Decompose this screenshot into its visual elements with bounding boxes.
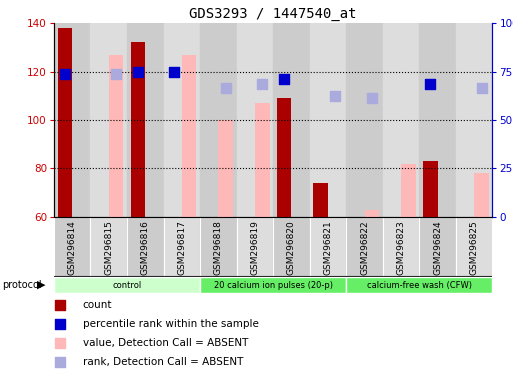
- Bar: [109, 55, 123, 217]
- Point: [258, 81, 266, 87]
- Bar: [219, 120, 233, 217]
- Text: protocol: protocol: [3, 280, 42, 290]
- Bar: [346, 23, 383, 217]
- Bar: [419, 23, 456, 217]
- Bar: [57, 28, 72, 217]
- Text: GSM296819: GSM296819: [250, 220, 260, 275]
- Bar: [401, 164, 416, 217]
- Text: calcium-free wash (CFW): calcium-free wash (CFW): [367, 281, 472, 290]
- Point: [331, 93, 340, 99]
- Bar: [164, 217, 200, 276]
- Point: [61, 71, 69, 77]
- Text: GSM296822: GSM296822: [360, 220, 369, 275]
- Text: GSM296815: GSM296815: [104, 220, 113, 275]
- Bar: [90, 217, 127, 276]
- Bar: [236, 23, 273, 217]
- Text: GSM296816: GSM296816: [141, 220, 150, 275]
- Text: GSM296818: GSM296818: [214, 220, 223, 275]
- Text: control: control: [112, 281, 142, 290]
- Bar: [310, 217, 346, 276]
- Text: GSM296820: GSM296820: [287, 220, 296, 275]
- Point: [280, 76, 288, 82]
- Text: value, Detection Call = ABSENT: value, Detection Call = ABSENT: [83, 338, 248, 348]
- Text: GSM296814: GSM296814: [68, 220, 76, 275]
- Text: GSM296817: GSM296817: [177, 220, 186, 275]
- Bar: [383, 217, 419, 276]
- Bar: [200, 277, 346, 293]
- Text: GSM296821: GSM296821: [324, 220, 332, 275]
- Bar: [127, 217, 164, 276]
- Text: GSM296825: GSM296825: [470, 220, 479, 275]
- Bar: [310, 23, 346, 217]
- Title: GDS3293 / 1447540_at: GDS3293 / 1447540_at: [189, 7, 357, 21]
- Bar: [365, 210, 379, 217]
- Bar: [277, 98, 291, 217]
- Point: [112, 71, 120, 77]
- Point: [368, 95, 376, 101]
- Point: [426, 81, 435, 87]
- Bar: [54, 23, 90, 217]
- Bar: [255, 103, 269, 217]
- Bar: [313, 183, 328, 217]
- Bar: [273, 23, 310, 217]
- Bar: [164, 23, 200, 217]
- Bar: [474, 173, 489, 217]
- Bar: [200, 23, 236, 217]
- Point: [478, 85, 486, 91]
- Text: percentile rank within the sample: percentile rank within the sample: [83, 318, 259, 329]
- Point: [436, 134, 444, 140]
- Bar: [273, 217, 310, 276]
- Bar: [90, 23, 127, 217]
- Bar: [456, 217, 492, 276]
- Bar: [346, 217, 383, 276]
- Text: 20 calcium ion pulses (20-p): 20 calcium ion pulses (20-p): [214, 281, 332, 290]
- Bar: [54, 217, 90, 276]
- Bar: [236, 217, 273, 276]
- Bar: [423, 161, 438, 217]
- Text: GSM296824: GSM296824: [433, 220, 442, 275]
- Text: rank, Detection Call = ABSENT: rank, Detection Call = ABSENT: [83, 356, 243, 367]
- Bar: [182, 55, 196, 217]
- Point: [170, 68, 179, 74]
- Text: count: count: [83, 300, 112, 310]
- Bar: [200, 217, 236, 276]
- Bar: [346, 277, 492, 293]
- Bar: [131, 43, 145, 217]
- Text: ▶: ▶: [37, 280, 46, 290]
- Bar: [383, 23, 419, 217]
- Point: [222, 85, 230, 91]
- Bar: [419, 217, 456, 276]
- Text: GSM296823: GSM296823: [397, 220, 406, 275]
- Bar: [54, 277, 200, 293]
- Bar: [456, 23, 492, 217]
- Point: [134, 68, 142, 74]
- Bar: [127, 23, 164, 217]
